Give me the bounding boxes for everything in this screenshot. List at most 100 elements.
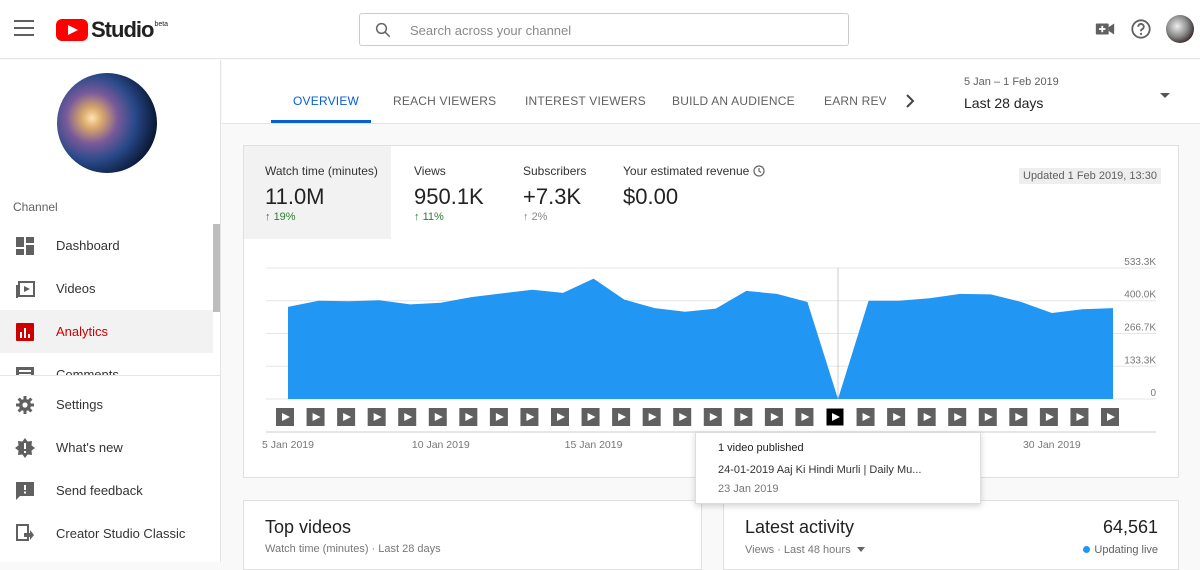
- play-icon: [801, 413, 810, 421]
- feedback-icon: [16, 481, 34, 500]
- logo-text: Studio: [91, 17, 154, 42]
- play-icon: [1107, 413, 1115, 421]
- channel-label: Channel: [13, 200, 58, 214]
- watch-time-area: [288, 278, 1113, 399]
- metric-delta: ↑ 11%: [414, 211, 444, 223]
- y-tick-label: 133.3K: [1124, 355, 1156, 366]
- date-range[interactable]: 5 Jan – 1 Feb 2019: [964, 76, 1059, 88]
- sidebar-item-videos[interactable]: Videos: [0, 267, 213, 310]
- x-tick-label: 30 Jan 2019: [1023, 439, 1081, 451]
- video-published-tooltip: 1 video published 24-01-2019 Aaj Ki Hind…: [695, 432, 981, 504]
- tab-reach-viewers[interactable]: REACH VIEWERS: [393, 94, 497, 108]
- top-videos-title: Top videos: [265, 517, 352, 537]
- analytics-tabs: OVERVIEW REACH VIEWERS INTEREST VIEWERS …: [222, 60, 1200, 124]
- play-icon: [343, 413, 352, 421]
- x-tick-label: 15 Jan 2019: [565, 439, 623, 451]
- overview-card: Watch time (minutes) 11.0M ↑ 19% Views 9…: [243, 145, 1179, 478]
- sidebar-clip: Comments: [0, 353, 213, 375]
- search-icon[interactable]: [374, 21, 392, 39]
- play-icon: [465, 413, 474, 421]
- tab-clip: EARN REVE: [824, 94, 886, 110]
- sidebar-item-whats-new[interactable]: What's new: [0, 426, 213, 469]
- logo-beta-badge: beta: [154, 20, 169, 28]
- sidebar-item-creator-studio-classic[interactable]: Creator Studio Classic: [0, 512, 213, 555]
- play-icon: [526, 413, 535, 421]
- menu-icon[interactable]: [14, 20, 34, 38]
- sidebar-item-settings[interactable]: Settings: [0, 383, 213, 426]
- metric-delta: ↑ 19%: [265, 211, 296, 223]
- sidebar-item-analytics[interactable]: Analytics: [0, 310, 213, 353]
- sidebar-item-comments[interactable]: Comments: [0, 353, 213, 375]
- play-icon: [282, 413, 290, 421]
- create-video-icon[interactable]: [1094, 18, 1116, 40]
- play-icon: [832, 413, 840, 421]
- metric-delta-value: 11%: [422, 211, 444, 223]
- sidebar-item-label: Creator Studio Classic: [56, 526, 186, 541]
- play-icon: [679, 413, 688, 421]
- play-icon: [862, 413, 871, 421]
- play-icon: [893, 413, 902, 421]
- gear-icon: [16, 395, 34, 414]
- latest-activity-subtitle[interactable]: Views · Last 48 hours: [745, 544, 865, 556]
- clock-icon[interactable]: [753, 165, 765, 177]
- metric-subscribers[interactable]: Subscribers +7.3K ↑ 2%: [501, 146, 601, 239]
- tab-interest-viewers[interactable]: INTEREST VIEWERS: [525, 94, 646, 108]
- sidebar-item-dashboard[interactable]: Dashboard: [0, 224, 213, 267]
- metric-label: Views: [414, 164, 446, 178]
- metric-views[interactable]: Views 950.1K ↑ 11%: [392, 146, 500, 239]
- tooltip-date: 23 Jan 2019: [718, 483, 779, 495]
- metric-delta-value: 19%: [273, 211, 296, 223]
- account-avatar[interactable]: [1166, 15, 1194, 43]
- chevron-right-icon[interactable]: [903, 94, 917, 108]
- active-tab-indicator: [271, 120, 371, 123]
- dashboard-icon: [16, 236, 34, 255]
- sidebar-item-label: Analytics: [56, 324, 109, 339]
- play-icon: [923, 413, 932, 421]
- play-icon: [587, 413, 596, 421]
- tab-build-an-audience[interactable]: BUILD AN AUDIENCE: [672, 94, 795, 108]
- sidebar-item-label: Dashboard: [56, 238, 120, 253]
- metric-watch-time[interactable]: Watch time (minutes) 11.0M ↑ 19%: [244, 146, 391, 239]
- metric-value: 11.0M: [265, 184, 325, 209]
- sidebar-item-label: What's new: [56, 440, 123, 455]
- play-icon: [312, 413, 321, 421]
- play-icon: [1045, 413, 1054, 421]
- help-icon[interactable]: [1130, 18, 1152, 40]
- top-videos-card: Top videos Watch time (minutes) · Last 2…: [243, 500, 702, 570]
- studio-logo[interactable]: Studio beta: [56, 17, 168, 43]
- search-input[interactable]: [410, 20, 830, 40]
- chevron-down-icon[interactable]: [856, 547, 865, 552]
- sidebar-item-label: Send feedback: [56, 483, 143, 498]
- latest-activity-subtitle-text: Views · Last 48 hours: [745, 544, 851, 556]
- y-tick-label: 266.7K: [1124, 322, 1156, 333]
- sidebar-item-label: Comments: [56, 367, 119, 375]
- date-range-label[interactable]: Last 28 days: [964, 95, 1044, 111]
- play-icon: [984, 413, 993, 421]
- metric-value: +7.3K: [523, 184, 582, 209]
- metric-label: Watch time (minutes): [265, 164, 378, 178]
- play-icon: [954, 413, 963, 421]
- search-box[interactable]: [359, 13, 849, 46]
- tooltip-video-title[interactable]: 24-01-2019 Aaj Ki Hindi Murli | Daily Mu…: [718, 464, 922, 476]
- play-icon: [709, 413, 718, 421]
- play-icon: [1076, 413, 1085, 421]
- channel-avatar[interactable]: [57, 73, 157, 173]
- analytics-icon: [16, 322, 34, 341]
- metric-estimated-revenue[interactable]: Your estimated revenue $0.00: [602, 146, 772, 239]
- sidebar-divider: [0, 375, 221, 376]
- new-badge-icon: [15, 437, 35, 458]
- last-updated-badge: Updated 1 Feb 2019, 13:30: [1019, 168, 1161, 184]
- sidebar-item-label: Settings: [56, 397, 103, 412]
- tab-earn-revenue[interactable]: EARN REVE: [824, 94, 886, 108]
- play-icon: [618, 413, 627, 421]
- y-tick-label: 0: [1150, 388, 1156, 399]
- sidebar-item-label: Videos: [56, 281, 96, 296]
- sidebar-item-send-feedback[interactable]: Send feedback: [0, 469, 213, 512]
- chevron-down-icon[interactable]: [1158, 88, 1172, 102]
- youtube-play-icon: [56, 19, 88, 41]
- metric-label: Subscribers: [523, 164, 587, 178]
- sidebar-scrollbar[interactable]: [213, 224, 220, 312]
- tab-overview[interactable]: OVERVIEW: [293, 94, 360, 108]
- watch-time-chart: 0 133.3K 266.7K 400.0K 533.3K 5 Jan 2019 10 Ja…: [262, 257, 1156, 451]
- metric-value: 950.1K: [414, 184, 484, 209]
